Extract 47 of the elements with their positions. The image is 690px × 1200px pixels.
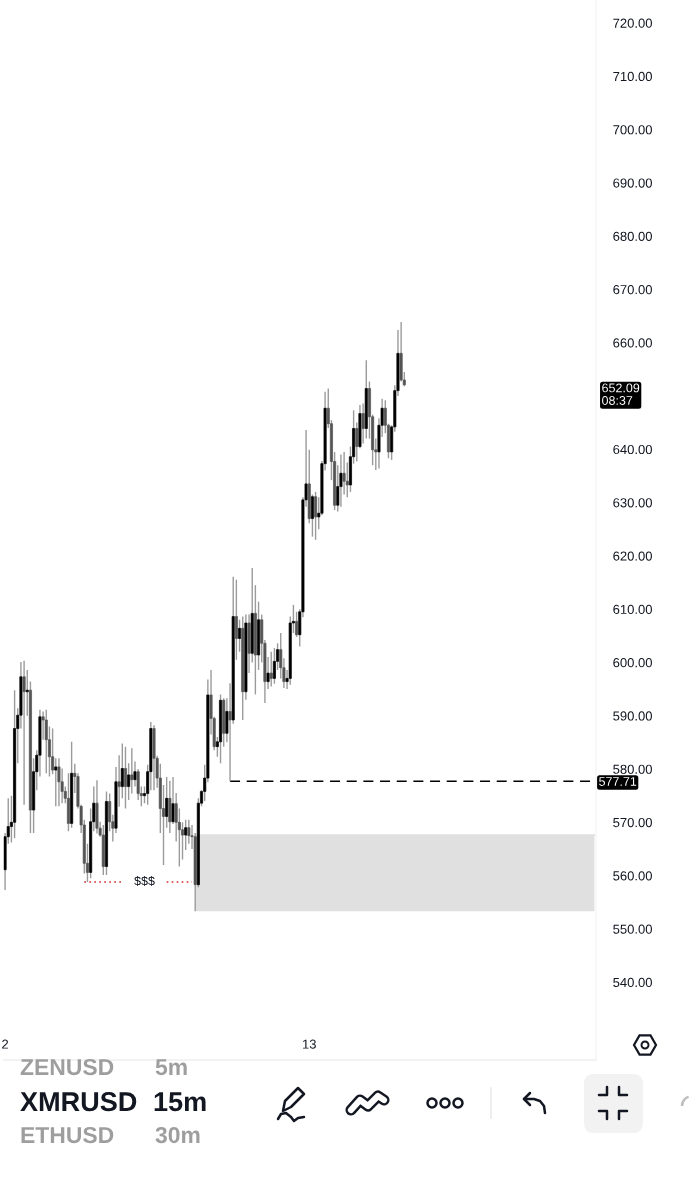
candlestick [314, 491, 318, 541]
candlestick [25, 669, 29, 717]
candlestick [269, 651, 273, 688]
candlestick [272, 647, 276, 685]
y-tick-label: 600.00 [613, 658, 652, 668]
y-tick-label: 610.00 [613, 604, 652, 614]
candlestick [44, 709, 48, 774]
y-tick-label: 540.00 [613, 977, 652, 988]
candlestick [238, 619, 242, 653]
annotation: 5m [155, 1059, 187, 1076]
x-tick-label: 13 [303, 1039, 316, 1049]
candlestick [168, 780, 172, 834]
candlestick [123, 745, 127, 810]
y-tick-label: 710.00 [613, 71, 652, 82]
y-tick-label: 580.00 [613, 764, 652, 774]
candlestick [310, 493, 314, 538]
y-tick-label: 550.00 [613, 924, 652, 934]
y-tick-label: 620.00 [613, 551, 652, 561]
candlestick [130, 747, 134, 795]
candlestick [361, 402, 365, 445]
y-tick-label: 590.00 [613, 711, 652, 721]
y-tick-label: 720.00 [613, 18, 652, 28]
annotation: ZENUSD [20, 1058, 114, 1076]
text: 652.09 08:37 [602, 383, 640, 405]
y-tick-label: 680.00 [613, 231, 652, 241]
data-label: 577.71 [599, 777, 637, 786]
text: XMRUSD [20, 1092, 137, 1112]
candlestick [187, 818, 191, 845]
candlestick [355, 421, 359, 463]
y-tick-label: 630.00 [613, 498, 652, 508]
text: ETHUSD [21, 1126, 114, 1144]
series-label: $$$ [134, 875, 155, 887]
text: 15m [154, 1092, 206, 1112]
y-tick-label: 700.00 [613, 125, 652, 135]
text: 30m [155, 1126, 200, 1144]
x-tick-label: 2 [2, 1039, 9, 1049]
y-tick-label: 560.00 [613, 871, 652, 881]
y-tick-label: 690.00 [613, 178, 652, 188]
y-tick-label: 640.00 [613, 444, 652, 455]
y-tick-label: 670.00 [613, 285, 652, 295]
y-tick-label: 570.00 [613, 817, 652, 828]
y-tick-label: 660.00 [613, 338, 652, 348]
candlestick [228, 682, 232, 782]
candlestick [57, 757, 61, 808]
candlestick [234, 579, 238, 661]
candlestick [54, 757, 58, 808]
candlestick [339, 453, 343, 508]
